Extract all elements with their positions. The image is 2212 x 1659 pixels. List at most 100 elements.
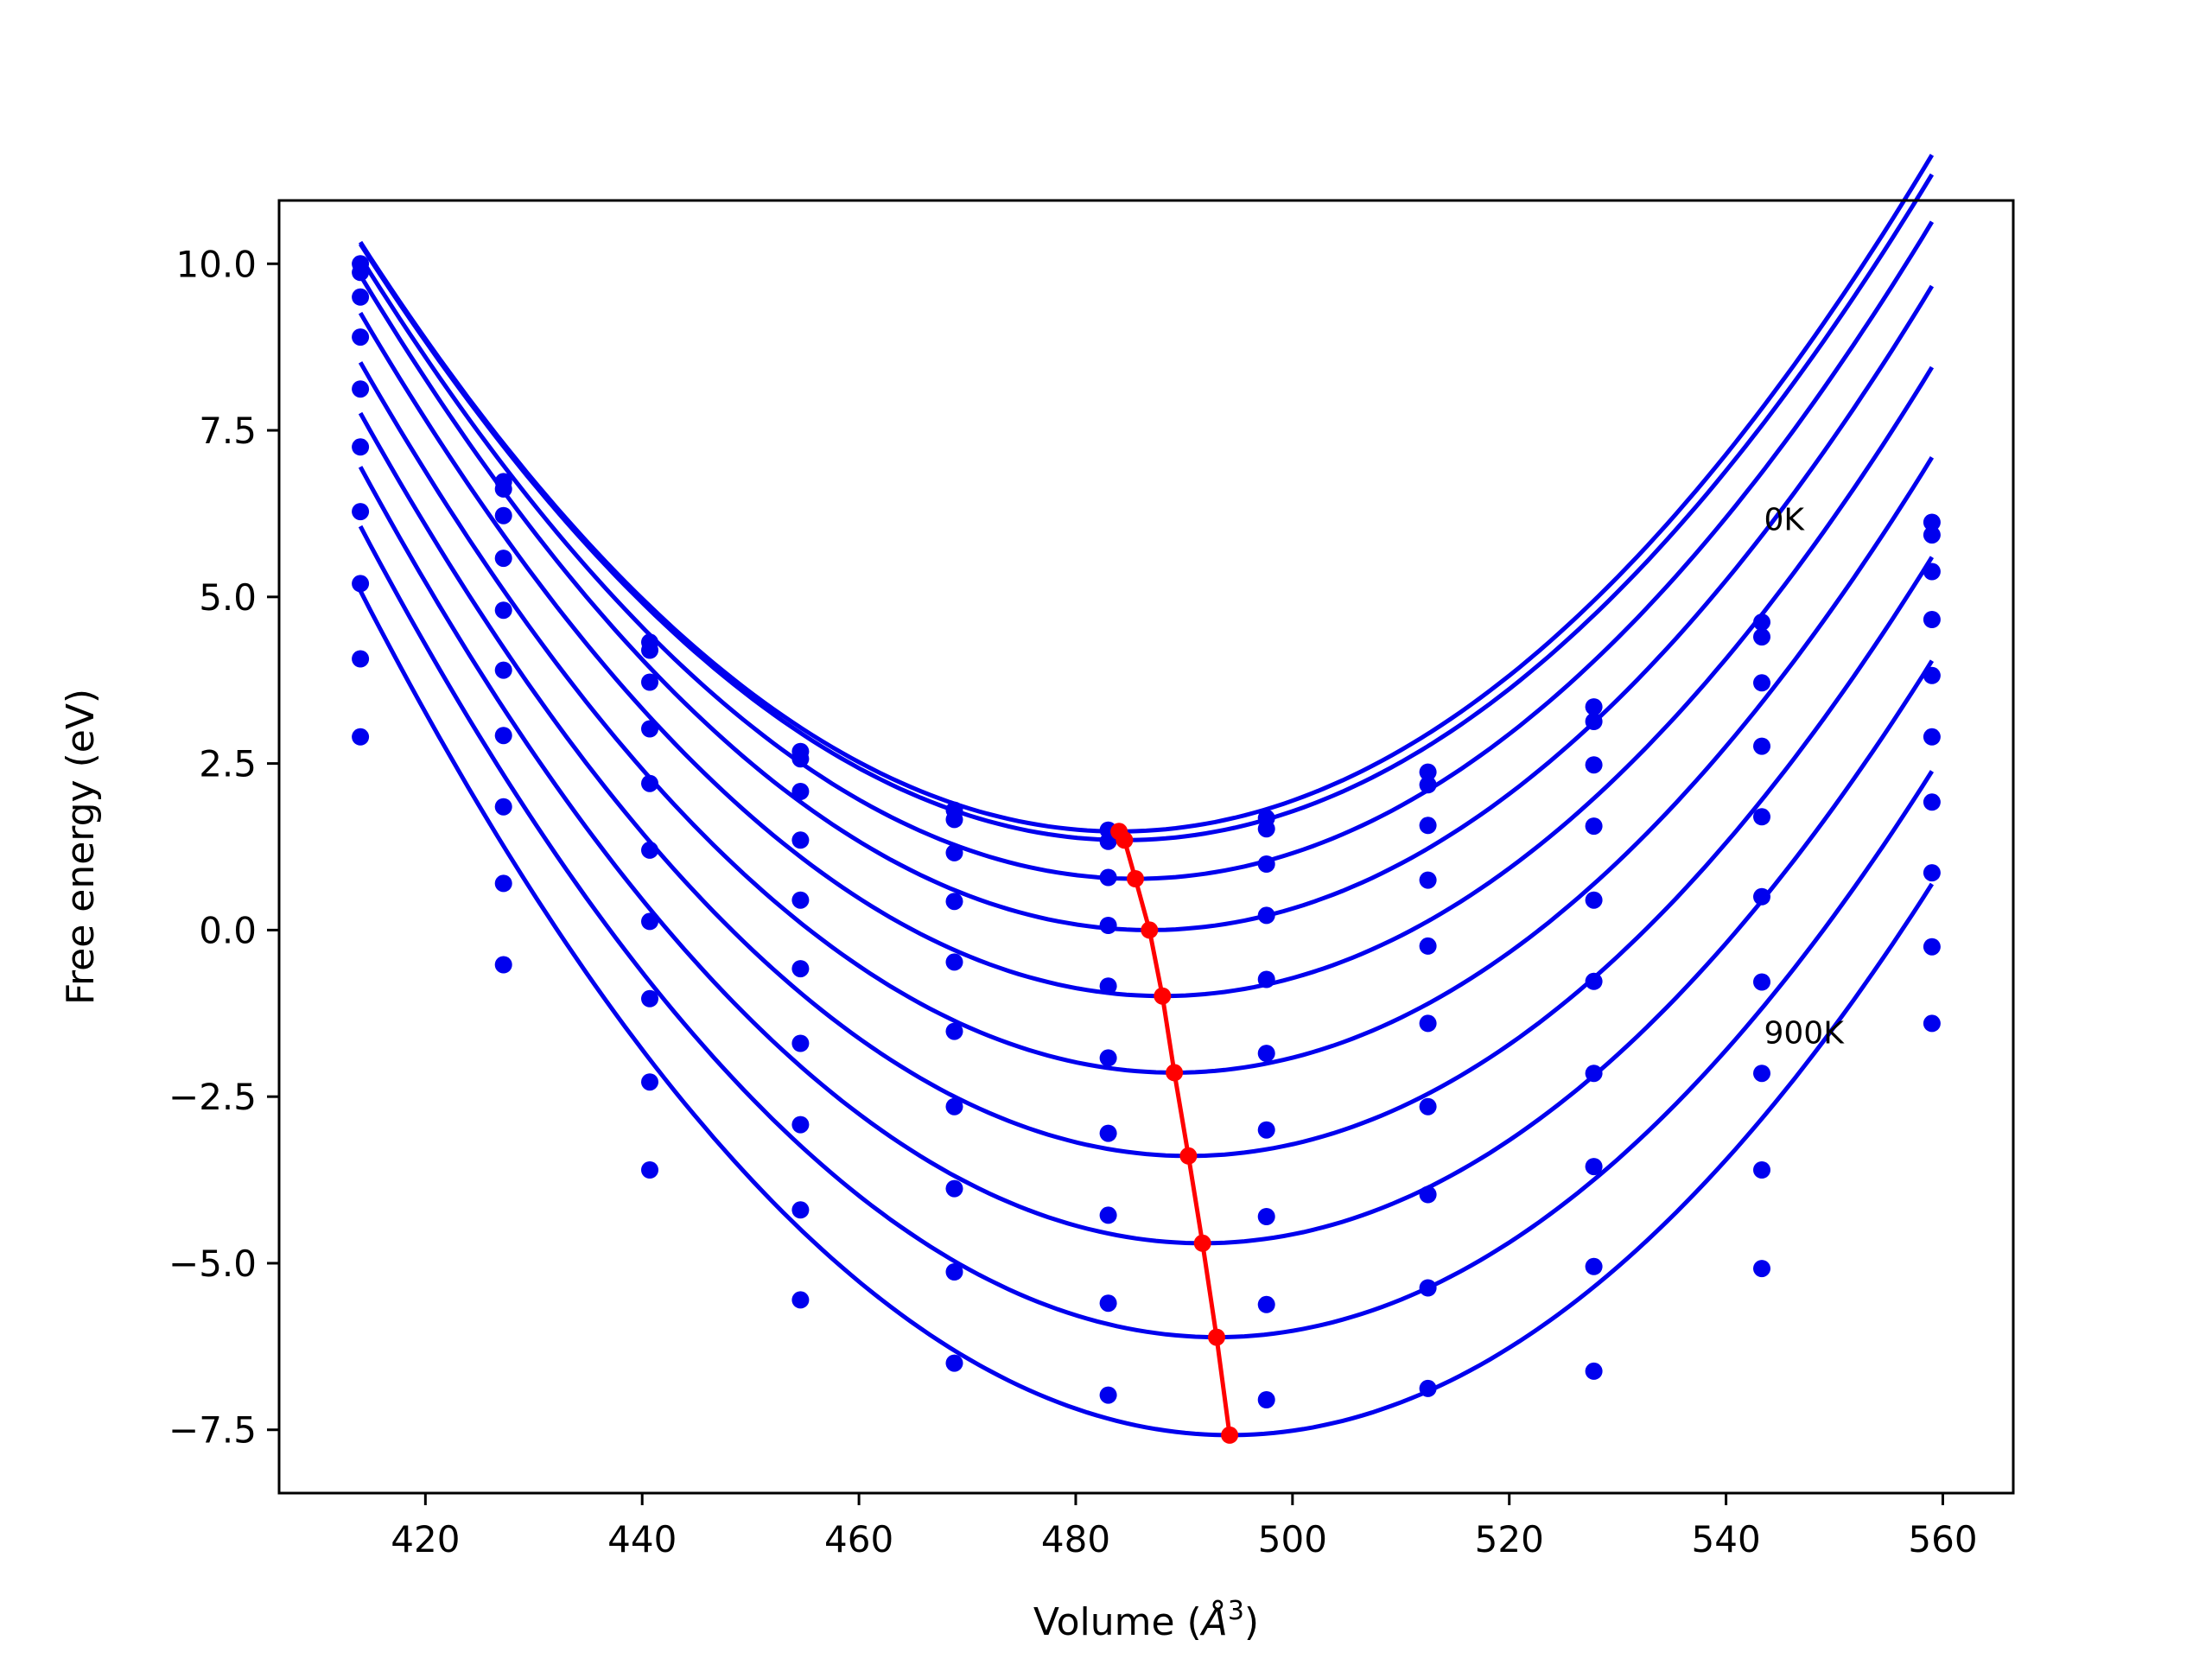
data-point-8-7	[1419, 1279, 1437, 1297]
x-tick-label-6: 540	[1692, 1518, 1761, 1560]
minima-line	[1110, 823, 1239, 1444]
data-point-1-10	[1923, 526, 1941, 544]
x-axis-ticks: 420 440 460 480 500 520 540 560	[391, 1493, 1978, 1560]
data-point-3-3	[791, 831, 810, 849]
data-point-5-8	[1585, 972, 1603, 990]
data-point-3-8	[1585, 817, 1603, 836]
data-point-2-9	[1753, 674, 1770, 692]
data-point-4-0	[352, 380, 370, 398]
data-point-2-3	[791, 783, 810, 800]
data-point-5-4	[945, 1022, 963, 1040]
data-point-0-8	[1585, 698, 1603, 716]
data-point-6-1	[494, 727, 512, 745]
annotations: 0K 900K	[1764, 503, 1845, 1052]
data-point-0-9	[1753, 613, 1770, 632]
data-point-7-2	[641, 989, 658, 1007]
data-point-9-9	[1753, 1260, 1770, 1278]
data-point-5-5	[1099, 1049, 1117, 1067]
data-point-6-4	[945, 1097, 963, 1116]
fit-curve-2	[358, 220, 1935, 881]
data-point-6-9	[1753, 973, 1770, 991]
data-point-9-8	[1585, 1362, 1603, 1380]
data-point-8-1	[494, 874, 512, 893]
data-point-8-6	[1257, 1295, 1275, 1313]
y-tick-label-2: −2.5	[168, 1076, 257, 1118]
data-point-3-0	[352, 328, 370, 346]
data-point-6-2	[641, 912, 658, 931]
x-tick-label-7: 560	[1908, 1518, 1977, 1560]
data-point-1-2	[641, 641, 658, 659]
data-point-2-4	[945, 843, 963, 861]
data-point-2-6	[1257, 855, 1275, 873]
data-point-1-4	[945, 810, 963, 829]
data-point-5-0	[352, 438, 370, 456]
data-point-7-5	[1099, 1206, 1117, 1224]
data-point-6-3	[791, 1034, 810, 1052]
fit-curve-7	[358, 466, 1935, 1246]
x-axis-label-superscript: 3	[1228, 1596, 1244, 1626]
data-point-6-7	[1419, 1097, 1437, 1116]
data-point-4-4	[945, 953, 963, 971]
minimum-point-6	[1179, 1147, 1198, 1165]
fit-curve-9	[358, 589, 1935, 1438]
fit-curve-5	[358, 361, 1935, 1075]
data-point-8-5	[1099, 1294, 1117, 1313]
data-point-8-0	[352, 650, 370, 668]
data-point-3-6	[1257, 906, 1275, 925]
data-point-6-5	[1099, 1124, 1117, 1142]
x-tick-label-2: 460	[824, 1518, 893, 1560]
data-point-5-10	[1923, 728, 1941, 746]
y-axis-label: Free energy (eV)	[59, 689, 103, 1005]
data-point-3-10	[1923, 611, 1941, 628]
data-point-4-9	[1753, 808, 1770, 826]
data-point-9-6	[1257, 1391, 1275, 1408]
data-point-2-1	[494, 506, 512, 524]
data-point-9-4	[945, 1354, 963, 1372]
y-tick-label-7: 10.0	[175, 243, 257, 285]
data-point-4-8	[1585, 891, 1603, 909]
data-point-7-4	[945, 1179, 963, 1198]
minimum-point-9	[1221, 1426, 1239, 1444]
y-tick-label-5: 5.0	[199, 576, 257, 619]
data-point-8-4	[945, 1263, 963, 1281]
data-point-6-6	[1257, 1121, 1275, 1139]
data-point-4-6	[1257, 970, 1275, 988]
x-tick-label-4: 500	[1258, 1518, 1327, 1560]
annotation-0: 0K	[1764, 503, 1805, 538]
data-point-6-8	[1585, 1065, 1603, 1083]
minimum-point-4	[1154, 987, 1172, 1005]
data-point-7-7	[1419, 1185, 1437, 1204]
data-point-3-1	[494, 550, 512, 568]
minimum-point-3	[1141, 921, 1159, 939]
fit-curve-1	[358, 173, 1935, 842]
data-point-4-1	[494, 601, 512, 620]
minima-path	[1116, 830, 1232, 1436]
x-axis-label: Volume (Å3)	[1033, 1596, 1259, 1644]
data-point-9-0	[352, 728, 370, 746]
minimum-point-2	[1127, 870, 1144, 887]
data-point-1-6	[1257, 820, 1275, 838]
data-point-1-8	[1585, 713, 1603, 730]
data-point-5-1	[494, 661, 512, 679]
data-point-9-2	[641, 1161, 658, 1179]
data-point-7-0	[352, 575, 370, 593]
data-point-3-7	[1419, 871, 1437, 889]
data-point-2-8	[1585, 756, 1603, 774]
data-point-2-7	[1419, 817, 1437, 835]
fit-curve-0	[358, 154, 1935, 834]
data-point-9-3	[791, 1291, 810, 1309]
data-point-4-5	[1099, 977, 1117, 995]
minimum-point-5	[1166, 1064, 1184, 1082]
x-tick-label-5: 520	[1475, 1518, 1544, 1560]
y-tick-label-1: −5.0	[168, 1243, 257, 1285]
y-tick-label-6: 7.5	[199, 410, 257, 452]
data-point-4-3	[791, 891, 810, 909]
data-point-7-10	[1923, 864, 1941, 882]
data-point-5-6	[1257, 1045, 1275, 1063]
data-point-2-10	[1923, 563, 1941, 581]
data-point-8-2	[641, 1073, 658, 1091]
y-tick-label-0: −7.5	[168, 1409, 257, 1452]
data-point-0-7	[1419, 763, 1437, 781]
data-point-1-0	[352, 264, 370, 282]
data-point-1-9	[1753, 628, 1770, 646]
